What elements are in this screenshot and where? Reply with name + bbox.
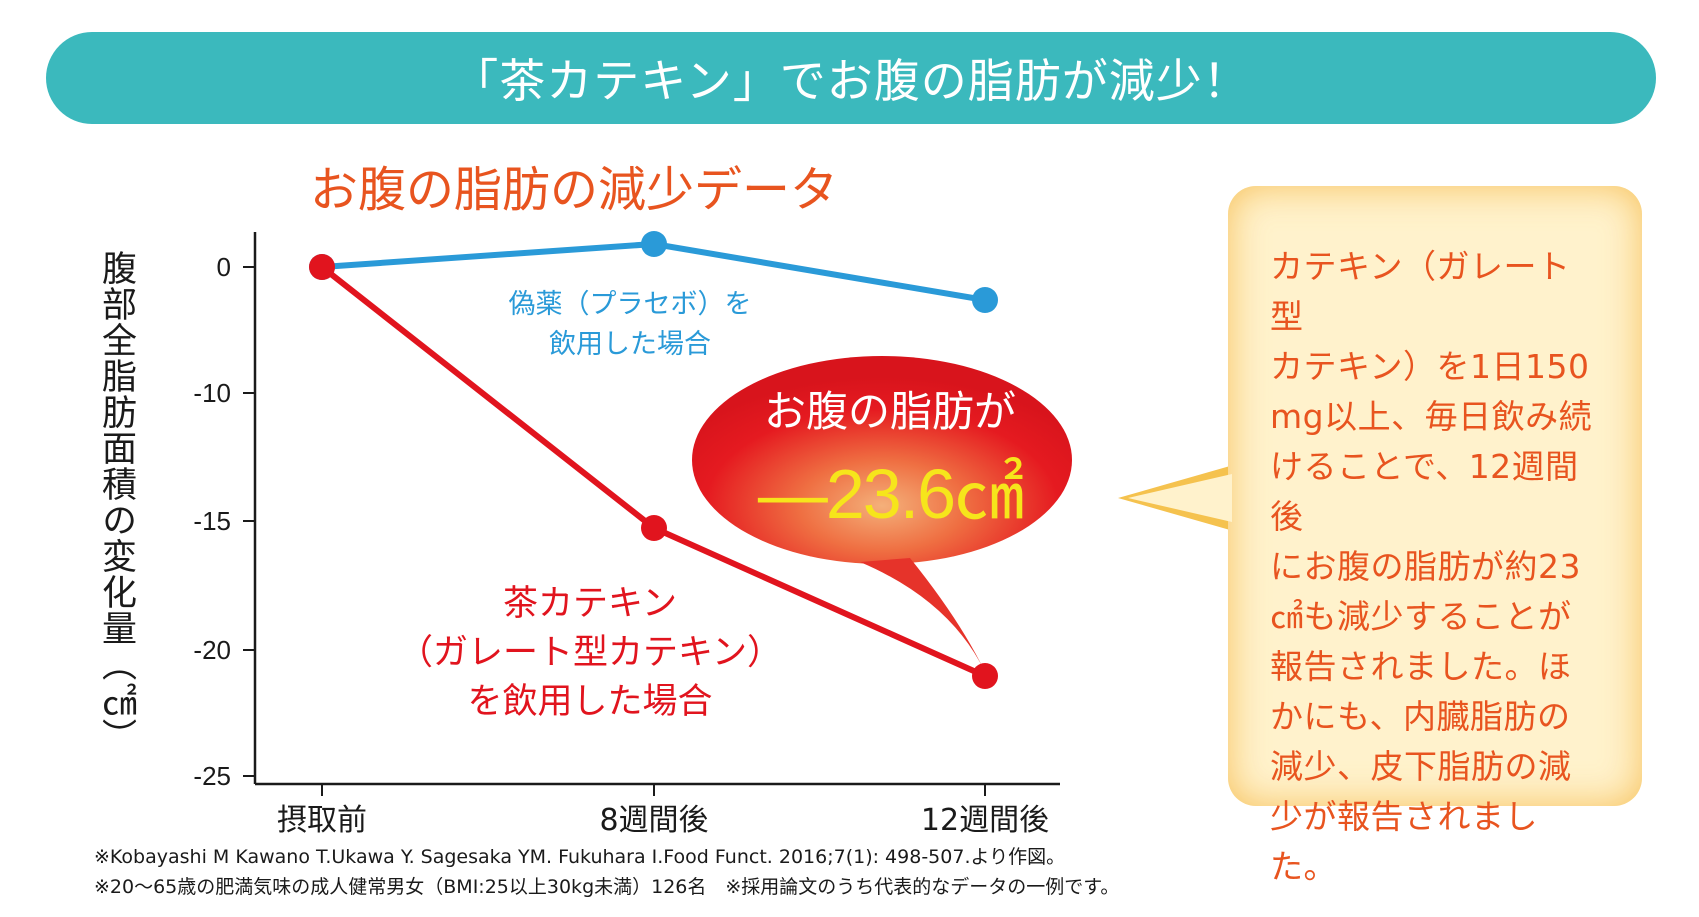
catechin-point-0	[309, 254, 335, 280]
note-text: カテキン（ガレート型 カテキン）を1日150 mg以上、毎日飲み続 けることで、…	[1270, 242, 1602, 892]
note-line: 少が報告されました。	[1270, 797, 1538, 886]
note-line: ㎠も減少することが	[1270, 597, 1572, 636]
placebo-label-line1: 偽薬（プラセボ）を	[508, 289, 752, 320]
banner-title: 「茶カテキン」でお腹の脂肪が減少！	[452, 54, 1250, 108]
note-line: 減少、皮下脂肪の減	[1270, 747, 1572, 786]
note-line: カテキン（ガレート型	[1270, 247, 1571, 336]
catechin-label-line3: を飲用した場合	[467, 682, 713, 722]
y-tick-label: 0	[217, 252, 231, 282]
x-tick-label: 摂取前	[277, 803, 367, 838]
chart-axes: 0 -10 -15 -20 -25 摂取前 8週間後 12週間後	[193, 232, 1060, 838]
y-tick-label: -20	[193, 635, 231, 665]
catechin-label-line2: （ガレート型カテキン）	[398, 633, 782, 673]
placebo-label-line2: 飲用した場合	[549, 329, 711, 360]
placebo-point-1	[641, 231, 667, 257]
note-pointer-inner	[1128, 474, 1232, 522]
note-box: カテキン（ガレート型 カテキン）を1日150 mg以上、毎日飲み続 けることで、…	[1228, 186, 1642, 886]
note-line: カテキン）を1日150	[1270, 347, 1590, 386]
callout-bubble	[692, 356, 1072, 672]
callout-text-line1: お腹の脂肪が	[763, 387, 1016, 436]
x-tick-label: 8週間後	[599, 803, 708, 838]
callout-bubble-tail	[860, 558, 985, 672]
footnote-citation: ※Kobayashi M Kawano T.Ukawa Y. Sagesaka …	[94, 846, 1066, 868]
note-line: かにも、内臓脂肪の	[1270, 697, 1571, 736]
catechin-point-2	[972, 663, 998, 689]
y-axis-label: 腹部全脂肪面積の変化量（㎠）	[96, 250, 136, 754]
callout-bubble-body	[692, 356, 1072, 564]
callout-value: —23.6㎠	[757, 455, 1024, 533]
footnote-subjects: ※20～65歳の肥満気味の成人健常男女（BMI:25以上30kg未満）126名 …	[94, 876, 1120, 898]
header-banner: 「茶カテキン」でお腹の脂肪が減少！	[46, 32, 1656, 124]
y-tick-label: -25	[193, 761, 231, 791]
catechin-point-1	[641, 515, 667, 541]
note-line: mg以上、毎日飲み続	[1270, 397, 1593, 436]
y-tick-label: -15	[193, 506, 231, 536]
x-tick-label: 12週間後	[921, 803, 1049, 838]
note-line: 報告されました。ほ	[1270, 647, 1572, 686]
placebo-series-label: 偽薬（プラセボ）を 飲用した場合	[490, 285, 770, 365]
placebo-point-2	[972, 287, 998, 313]
note-line: けることで、12週間後	[1270, 447, 1579, 536]
note-line: にお腹の脂肪が約23	[1270, 547, 1581, 586]
catechin-series-label: 茶カテキン （ガレート型カテキン） を飲用した場合	[380, 580, 800, 727]
y-tick-label: -10	[193, 378, 231, 408]
series-layer	[309, 231, 998, 689]
chart-title: お腹の脂肪の減少データ	[310, 162, 839, 218]
catechin-label-line1: 茶カテキン	[503, 584, 677, 624]
